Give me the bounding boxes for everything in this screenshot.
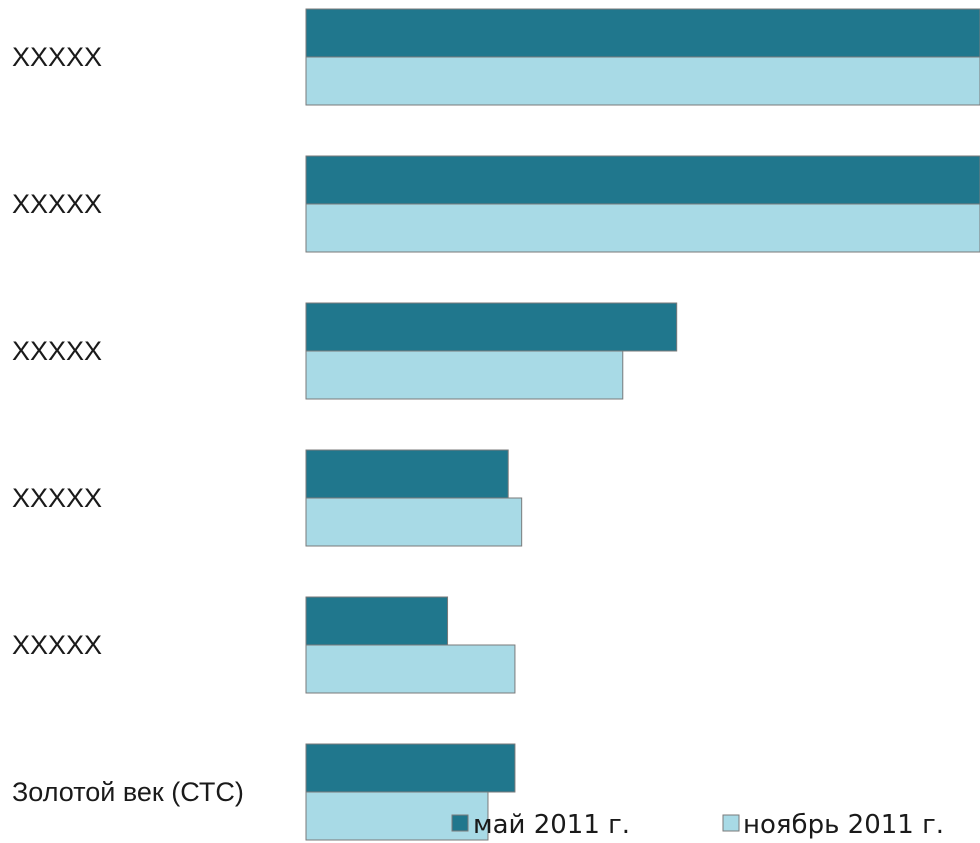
- bar-may-4: [305, 596, 449, 646]
- bar-november-4: [305, 644, 516, 694]
- bar-may-0: [305, 8, 980, 58]
- bar-november-2: [305, 350, 624, 400]
- category-label-1: XXXXX: [12, 189, 102, 219]
- bar-november-3: [305, 497, 523, 547]
- category-label-0: XXXXX: [12, 42, 102, 72]
- bar-may-2: [305, 302, 678, 352]
- legend-label-may: май 2011 г.: [473, 810, 630, 840]
- bar-may-5: [305, 743, 516, 793]
- legend-swatch-november: [722, 814, 740, 832]
- legend-label-november: ноябрь 2011 г.: [743, 810, 944, 840]
- legend-swatch-may: [451, 814, 469, 832]
- bar-november-1: [305, 203, 980, 253]
- category-label-3: XXXXX: [12, 483, 102, 513]
- category-labels: XXXXX XXXXX XXXXX XXXXX XXXXX Золотой век (СТ…: [12, 42, 244, 807]
- category-label-4: XXXXX: [12, 630, 102, 660]
- bar-november-0: [305, 56, 980, 106]
- category-label-5: Золотой век (СТС): [12, 777, 244, 807]
- category-label-2: XXXXX: [12, 336, 102, 366]
- bar-may-1: [305, 155, 980, 205]
- legend: май 2011 г. ноябрь 2011 г.: [451, 810, 944, 840]
- bar-may-3: [305, 449, 509, 499]
- bars-group: [305, 8, 980, 841]
